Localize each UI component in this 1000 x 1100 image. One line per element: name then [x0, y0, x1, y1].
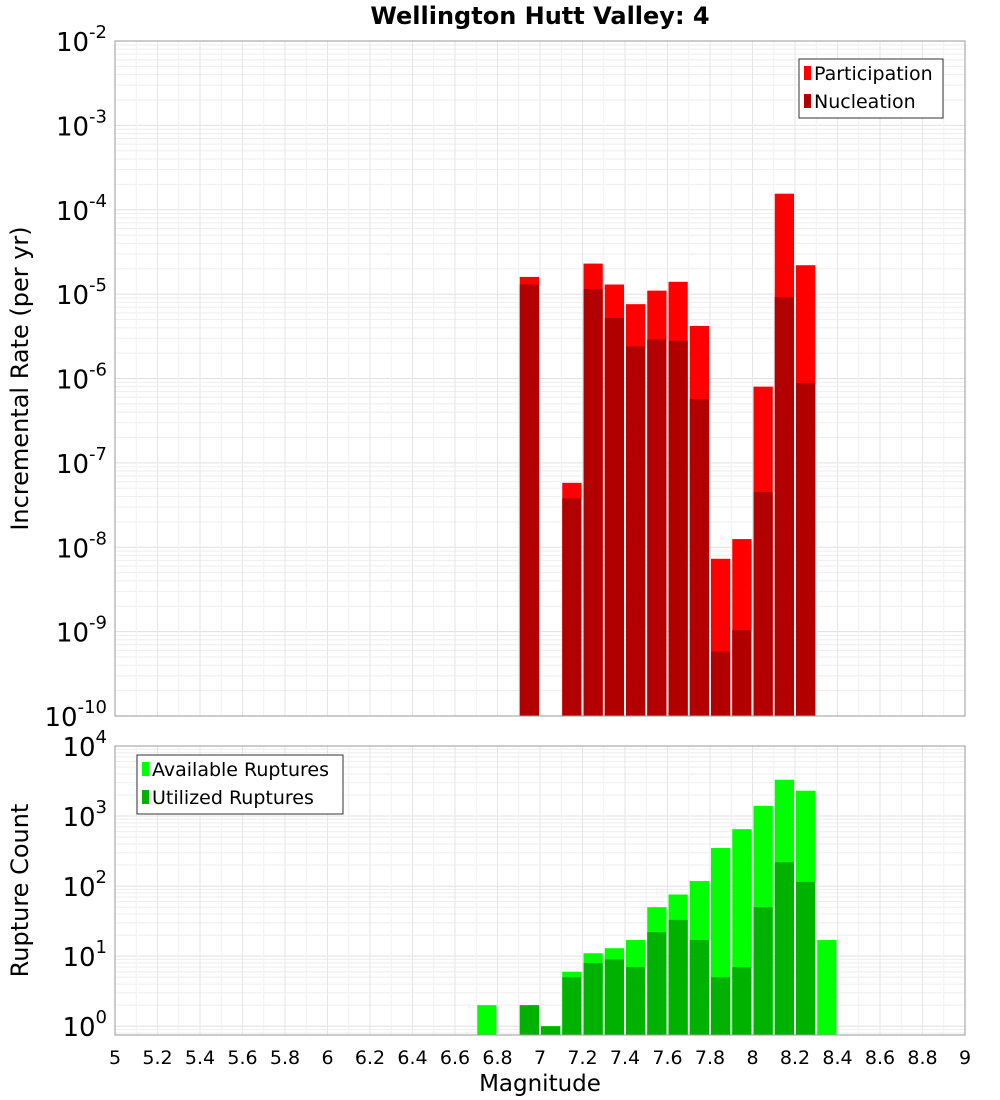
y-tick-label: 102 [62, 867, 107, 903]
bar-utilized-ruptures [753, 907, 773, 1035]
x-tick-label: 5.6 [227, 1047, 257, 1069]
bar-nucleation [774, 297, 794, 716]
bar-utilized-ruptures [668, 919, 688, 1035]
y-tick-label: 103 [62, 797, 107, 833]
legend-swatch [804, 66, 811, 80]
y-tick-label: 10-2 [56, 22, 107, 58]
legend-label: Available Ruptures [152, 759, 329, 781]
plot-border [114, 40, 966, 717]
bar-utilized-ruptures [732, 967, 752, 1035]
x-tick-label: 9 [959, 1047, 971, 1069]
x-tick-label: 8.4 [822, 1047, 852, 1069]
x-tick-label: 6.6 [440, 1047, 470, 1069]
x-axis-label: Magnitude [479, 1071, 601, 1097]
x-tick-label: 7.2 [567, 1047, 597, 1069]
bar-nucleation [668, 340, 688, 716]
bar-utilized-ruptures [711, 977, 731, 1035]
bar-utilized-ruptures [689, 940, 709, 1035]
bar-nucleation [562, 498, 582, 716]
x-tick-label: 8 [746, 1047, 758, 1069]
x-tick-label: 6.2 [355, 1047, 385, 1069]
bar-utilized-ruptures [562, 977, 582, 1035]
x-tick-label: 5 [109, 1047, 121, 1069]
rate-plot [114, 40, 966, 717]
bar-nucleation [732, 630, 752, 716]
bar-nucleation [711, 651, 731, 716]
x-tick-label: 6 [321, 1047, 333, 1069]
x-tick-label: 6.4 [397, 1047, 427, 1069]
bar-utilized-ruptures [604, 959, 624, 1035]
y-tick-label: 10-9 [56, 613, 107, 649]
bar-nucleation [753, 492, 773, 716]
chart-title: Wellington Hutt Valley: 4 [370, 2, 709, 30]
y-tick-label: 10-6 [56, 360, 107, 396]
x-tick-label: 8.6 [865, 1047, 895, 1069]
y-axis-label: Incremental Rate (per yr) [6, 226, 34, 530]
bar-utilized-ruptures [796, 881, 816, 1035]
y-tick-label: 10-8 [56, 528, 107, 564]
bar-nucleation [796, 383, 816, 716]
y-tick-label: 101 [62, 937, 107, 973]
x-tick-label: 7.6 [652, 1047, 682, 1069]
bar-nucleation [519, 284, 539, 716]
bar-available-ruptures [817, 940, 837, 1035]
legend-label: Utilized Ruptures [152, 787, 314, 809]
legend-label: Nucleation [814, 91, 916, 113]
bar-nucleation [647, 339, 667, 716]
legend-box [798, 58, 944, 119]
legend-swatch [142, 762, 149, 776]
bar-nucleation [626, 346, 646, 716]
y-tick-label: 10-3 [56, 106, 107, 142]
x-tick-label: 5.2 [142, 1047, 172, 1069]
x-tick-label: 5.8 [270, 1047, 300, 1069]
y-tick-label: 100 [62, 1007, 107, 1043]
bar-nucleation [604, 318, 624, 716]
x-tick-label: 7.8 [695, 1047, 725, 1069]
x-tick-label: 7 [534, 1047, 546, 1069]
x-tick-label: 8.2 [780, 1047, 810, 1069]
legend-label: Participation [814, 63, 933, 85]
bar-utilized-ruptures [541, 1026, 561, 1035]
bar-utilized-ruptures [583, 962, 603, 1035]
legend-box [136, 754, 344, 815]
x-tick-label: 8.8 [907, 1047, 937, 1069]
y-tick-label: 10-4 [56, 191, 107, 227]
legend-swatch [142, 790, 149, 804]
bar-utilized-ruptures [626, 967, 646, 1035]
y-tick-label: 10-10 [45, 697, 108, 733]
bar-nucleation [689, 399, 709, 716]
bar-utilized-ruptures [519, 1005, 539, 1035]
x-tick-label: 6.8 [482, 1047, 512, 1069]
y-tick-label: 104 [62, 727, 107, 763]
bar-utilized-ruptures [647, 932, 667, 1035]
y-axis-label: Rupture Count [6, 804, 34, 978]
bar-utilized-ruptures [774, 862, 794, 1035]
bar-nucleation [583, 289, 603, 716]
x-tick-label: 7.4 [610, 1047, 640, 1069]
legend-swatch [804, 94, 811, 108]
plot-border [114, 745, 966, 1036]
bar-available-ruptures [477, 1005, 497, 1035]
y-tick-label: 10-5 [56, 275, 107, 311]
y-tick-label: 10-7 [56, 444, 107, 480]
count-plot [114, 745, 966, 1036]
x-tick-label: 5.4 [185, 1047, 215, 1069]
